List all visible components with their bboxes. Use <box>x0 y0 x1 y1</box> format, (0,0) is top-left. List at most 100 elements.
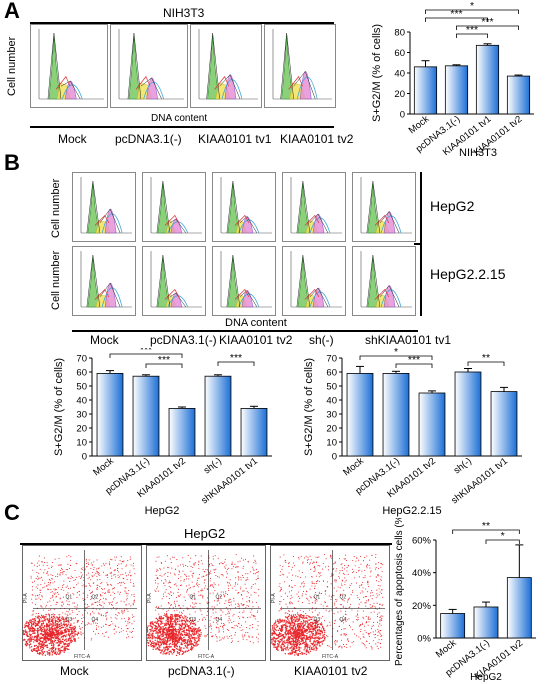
hist-b-r2-5 <box>352 246 416 316</box>
flow-quadrant-label: Q4 <box>339 617 346 623</box>
panel-a-sample-mock: Mock <box>58 132 87 146</box>
x-tick-label: Mock <box>434 638 459 661</box>
panel-b-row-tick <box>414 243 422 245</box>
hist-b-r1-4 <box>282 172 346 242</box>
hist-g2-peak <box>104 208 117 234</box>
flow-y-axis-label: PI-A <box>147 593 153 603</box>
histogram-plot <box>360 177 412 234</box>
significance-bracket <box>456 25 519 30</box>
panel-b-row-label-hepg2215: HepG2.2.15 <box>430 266 506 282</box>
flow-quadrant-label: Q4 <box>215 617 222 623</box>
bar <box>204 375 232 457</box>
hist-g2-peak <box>299 71 312 100</box>
bar <box>96 372 124 457</box>
flow-x-axis-label: FITC-A <box>74 654 91 660</box>
bar <box>506 75 531 115</box>
hist-red-trace <box>374 288 390 300</box>
hist-red-trace <box>55 75 71 90</box>
hist-outline <box>226 180 258 234</box>
flow-scatter-plot: Q1 Q2 Q3 Q4 FITC-A PI-A <box>147 550 261 660</box>
bar <box>473 606 499 639</box>
significance-label: *** <box>230 352 242 364</box>
hist-red-trace <box>304 214 320 226</box>
hist-red-trace <box>288 75 303 90</box>
histogram-plot <box>150 251 202 308</box>
x-axis-label: NIH3T3 <box>459 147 497 159</box>
significance-label: *** <box>408 354 420 366</box>
panel-c-sample-tv2: KIAA0101 tv2 <box>294 664 368 678</box>
significance-bracket <box>395 363 433 368</box>
panel-b-sample-mock: Mock <box>90 333 119 347</box>
y-tick-label: 40 <box>76 396 87 407</box>
y-tick-label: 20 <box>326 424 337 435</box>
y-tick-label: 60 <box>394 48 405 59</box>
hist-outline <box>86 254 121 308</box>
y-tick-label: 40 <box>326 396 337 407</box>
panel-a-sample-pcdna: pcDNA3.1(-) <box>115 132 182 146</box>
panel-b-sample-sh: sh(-) <box>309 333 334 347</box>
hist-g2-peak <box>241 290 254 308</box>
hist-g2-peak <box>312 213 325 234</box>
panel-b-row-label-hepg2: HepG2 <box>430 198 475 214</box>
y-tick-label: 10 <box>326 438 337 449</box>
hist-g2-peak <box>104 282 117 308</box>
flow-quadrant-label: Q1 <box>189 594 196 600</box>
hist-red-trace <box>135 75 151 90</box>
hist-a-2 <box>110 24 188 108</box>
flow-c-pcdna: Q1 Q2 Q3 Q4 FITC-A PI-A <box>146 545 266 661</box>
significance-label: ** <box>482 520 490 532</box>
hist-b-r1-3 <box>212 172 276 242</box>
histogram-plot <box>80 177 132 234</box>
hist-a-4 <box>264 24 336 108</box>
hist-b-r2-3 <box>212 246 276 316</box>
significance-bracket <box>452 529 520 534</box>
panel-a-letter: A <box>4 0 20 23</box>
significance-label: * <box>470 0 474 12</box>
y-axis-label: S+G2/M (% of cells) <box>53 358 65 456</box>
bar <box>413 66 438 115</box>
significance-label: *** <box>481 16 493 28</box>
hist-b-r1-2 <box>142 172 206 242</box>
significance-bracket <box>217 361 255 366</box>
significance-bracket <box>425 9 519 14</box>
y-tick-label: 20 <box>394 89 405 100</box>
hist-a-1 <box>30 24 108 108</box>
panel-a-sample-tv1: KIAA0101 tv1 <box>198 132 272 146</box>
bar <box>168 408 196 457</box>
hist-outline <box>127 32 162 100</box>
hist-red-trace <box>234 288 250 300</box>
flow-quadrant-label: Q1 <box>313 594 320 600</box>
y-tick-label: 40 <box>394 69 405 80</box>
flow-x-axis-label: FITC-A <box>322 654 339 660</box>
y-axis-label: S+G2/M (% of cells) <box>303 358 315 456</box>
y-tick-label: 80 <box>394 28 405 39</box>
panel-a-hist-row <box>30 24 336 112</box>
hist-outline <box>280 32 316 100</box>
hist-outline <box>296 180 329 234</box>
panel-b-sample-shtv1: shKIAA0101 tv1 <box>365 333 452 347</box>
hist-red-trace <box>214 75 229 90</box>
hist-b-r1-1 <box>72 172 136 242</box>
hist-outline <box>47 32 81 100</box>
hist-g1-peak <box>128 34 141 100</box>
bar <box>506 577 532 639</box>
histogram-plot <box>118 29 184 100</box>
histogram-plot <box>220 177 272 234</box>
bar <box>454 371 482 457</box>
panel-b-hist-grid <box>72 172 418 316</box>
y-tick-label: 30 <box>326 410 337 421</box>
flow-x-axis-label: FITC-A <box>198 654 215 660</box>
significance-bracket <box>359 355 433 360</box>
bar <box>440 613 466 639</box>
flow-quadrant-label: Q4 <box>91 617 98 623</box>
x-axis-label: HepG2.2.15 <box>382 505 441 517</box>
y-tick-label: 20% <box>412 601 432 612</box>
panel-a-y-axis-label: Cell number <box>6 36 18 96</box>
y-axis-label: S+G2/M (% of cells) <box>371 24 383 122</box>
hist-red-trace <box>164 214 180 226</box>
hist-outline <box>366 180 400 234</box>
y-tick-label: 50 <box>76 382 87 393</box>
y-tick-label: 60% <box>412 536 432 547</box>
